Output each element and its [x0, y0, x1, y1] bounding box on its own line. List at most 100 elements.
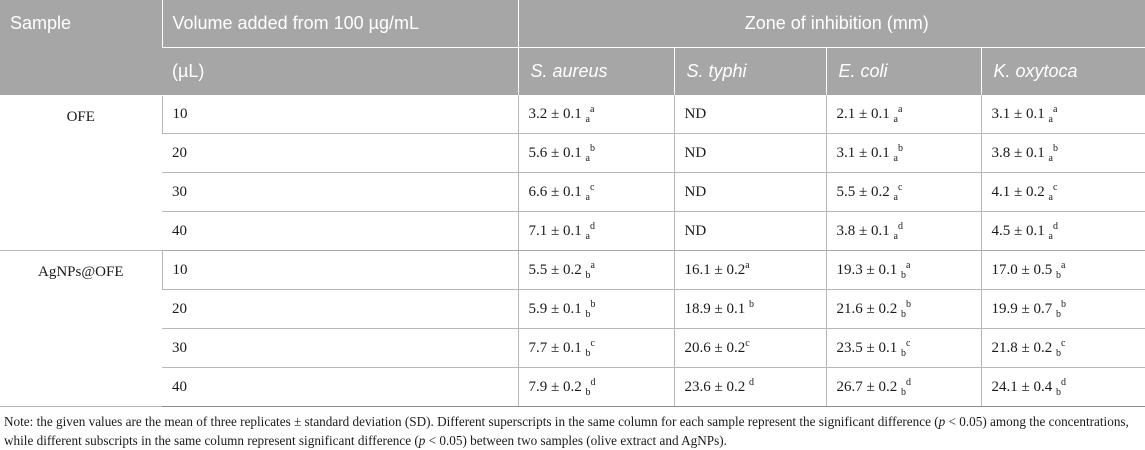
subscript-letter: a: [1048, 191, 1053, 203]
subscript-letter: a: [893, 152, 898, 164]
superscript-letter: d: [589, 220, 595, 232]
table-body: OFE 10 3.2 ± 0.1 aa ND 2.1 ± 0.1 aa 3.1 ± 0.1…: [0, 95, 1145, 407]
header-organism: S. typhi: [673, 47, 826, 95]
subscript-letter: b: [585, 386, 591, 398]
zone-value-cell: 26.7 ± 0.2 bd: [825, 367, 981, 407]
zone-value-cell: 21.6 ± 0.2 bb: [825, 289, 981, 329]
note-text: < 0.05) between two samples (olive extra…: [425, 433, 727, 448]
zone-value-cell: 7.9 ± 0.2 bd: [517, 367, 674, 407]
volume-cell: 30: [162, 172, 518, 212]
zone-value: ND: [684, 183, 707, 200]
zone-value: 7.1 ± 0.1: [528, 222, 586, 239]
header-organism: S. aureus: [517, 47, 674, 95]
zone-value-cell: 19.3 ± 0.1 ba: [825, 250, 981, 290]
zone-value-cell: 3.1 ± 0.1 aa: [980, 95, 1145, 134]
volume-cell: 20: [162, 133, 518, 173]
subscript-letter: a: [585, 230, 590, 242]
zone-value: 3.8 ± 0.1: [991, 144, 1049, 161]
zone-value: ND: [684, 144, 707, 161]
zone-value-cell: 5.5 ± 0.2 ac: [825, 172, 981, 212]
zone-value-cell: ND: [673, 133, 826, 173]
subscript-letter: a: [585, 152, 590, 164]
volume-cell: 40: [162, 367, 518, 407]
table-row: 40 7.9 ± 0.2 bd 23.6 ± 0.2 d 26.7 ± 0.2 bd 2…: [0, 367, 1145, 407]
sample-cell: OFE: [0, 95, 162, 251]
zone-value: 7.9 ± 0.2: [528, 378, 586, 395]
superscript-letter: b: [590, 298, 596, 310]
zone-value: 2.1 ± 0.1: [836, 105, 894, 122]
zone-value-cell: 4.5 ± 0.1 ad: [980, 211, 1145, 251]
zone-value: 26.7 ± 0.2: [836, 378, 901, 395]
subscript-letter: a: [585, 191, 590, 203]
table-row: 40 7.1 ± 0.1 ad ND 3.8 ± 0.1 ad 4.5 ± 0.1 ad: [0, 211, 1145, 251]
zone-value-cell: 24.1 ± 0.4 bd: [980, 367, 1145, 407]
subscript-letter: b: [900, 269, 906, 281]
zone-value: 19.3 ± 0.1: [836, 261, 901, 278]
zone-value-cell: 4.1 ± 0.2 ac: [980, 172, 1145, 212]
zone-value: 19.9 ± 0.7: [991, 300, 1056, 317]
volume-cell: 40: [162, 211, 518, 251]
subscript-letter: b: [1055, 269, 1061, 281]
header-zone-of-inhibition: Zone of inhibition (mm): [517, 0, 1145, 48]
zone-value: 18.9 ± 0.1: [684, 300, 749, 317]
zone-value-cell: 3.1 ± 0.1 ab: [825, 133, 981, 173]
volume-cell: 20: [162, 289, 518, 329]
zone-value-cell: 5.6 ± 0.1 ab: [517, 133, 674, 173]
subscript-letter: a: [893, 230, 898, 242]
zone-value-cell: 3.2 ± 0.1 aa: [517, 95, 674, 134]
zone-value-cell: 16.1 ± 0.2a: [673, 250, 826, 290]
zone-value: 5.5 ± 0.2: [528, 261, 586, 278]
zone-value: 4.5 ± 0.1: [991, 222, 1049, 239]
superscript-letter: c: [590, 337, 595, 349]
zone-value-cell: 2.1 ± 0.1 aa: [825, 95, 981, 134]
superscript-letter: a: [745, 259, 750, 271]
zone-value: 3.1 ± 0.1: [836, 144, 894, 161]
subscript-letter: a: [585, 113, 590, 125]
table-row: OFE 10 3.2 ± 0.1 aa ND 2.1 ± 0.1 aa 3.1 ± 0.1…: [0, 95, 1145, 251]
zone-value: 7.7 ± 0.1: [528, 339, 586, 356]
subscript-letter: b: [585, 308, 591, 320]
table-header: Sample Volume added from 100 µg/mL Zone …: [0, 0, 1145, 96]
zone-value: 24.1 ± 0.4: [991, 378, 1056, 395]
superscript-letter: c: [745, 337, 750, 349]
zone-value: ND: [684, 222, 707, 239]
zone-value: 5.9 ± 0.1: [528, 300, 586, 317]
zone-value-cell: 23.6 ± 0.2 d: [673, 367, 826, 407]
subscript-letter: b: [585, 269, 591, 281]
zone-value: 16.1 ± 0.2: [684, 261, 746, 278]
zone-value-cell: 6.6 ± 0.1 ac: [517, 172, 674, 212]
subscript-letter: b: [585, 347, 591, 359]
superscript-letter: b: [897, 142, 903, 154]
zone-value: 4.1 ± 0.2: [991, 183, 1049, 200]
zone-value-cell: 7.1 ± 0.1 ad: [517, 211, 674, 251]
zone-value-cell: 17.0 ± 0.5 ba: [980, 250, 1145, 290]
superscript-letter: d: [905, 376, 911, 388]
header-volume-unit: (µL): [162, 47, 518, 95]
zone-value-cell: 3.8 ± 0.1 ab: [980, 133, 1145, 173]
header-organism: K. oxytoca: [980, 47, 1145, 95]
subscript-letter: a: [1048, 152, 1053, 164]
subscript-letter: b: [900, 386, 906, 398]
zone-value-cell: 7.7 ± 0.1 bc: [517, 328, 674, 368]
volume-cell: 10: [161, 250, 518, 290]
superscript-letter: d: [748, 376, 754, 388]
superscript-letter: c: [897, 181, 903, 193]
subscript-letter: a: [893, 113, 898, 125]
subscript-letter: b: [1055, 386, 1061, 398]
zone-value: 21.6 ± 0.2: [836, 300, 901, 317]
zone-value-cell: 23.5 ± 0.1 bc: [825, 328, 981, 368]
superscript-letter: b: [748, 298, 754, 310]
subscript-letter: b: [900, 347, 906, 359]
superscript-letter: a: [1060, 259, 1066, 271]
sample-cell: AgNPs@OFE: [0, 250, 162, 407]
header-sample: Sample: [0, 0, 162, 96]
zone-value: 5.6 ± 0.1: [528, 144, 586, 161]
superscript-letter: d: [1052, 220, 1058, 232]
zone-value-cell: ND: [673, 211, 826, 251]
zone-value: ND: [684, 105, 707, 122]
zone-value-cell: 3.8 ± 0.1 ad: [825, 211, 981, 251]
superscript-letter: b: [1052, 142, 1058, 154]
zone-value: 21.8 ± 0.2: [991, 339, 1056, 356]
zone-value-cell: 19.9 ± 0.7 bb: [980, 289, 1145, 329]
volume-cell: 30: [162, 328, 518, 368]
